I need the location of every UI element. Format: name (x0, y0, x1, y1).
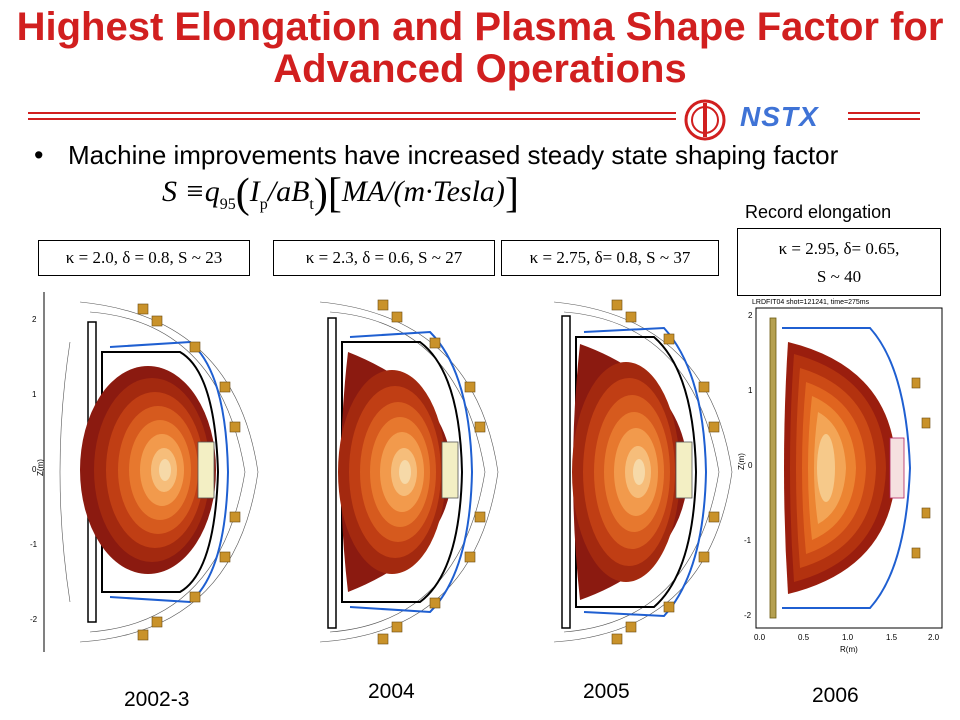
panel-1-label: κ = 2.0, δ = 0.8, S ~ 23 (38, 240, 250, 276)
z-tick-0: 0 (32, 465, 37, 474)
svg-text:1.5: 1.5 (886, 633, 898, 642)
title-rule-right-2 (848, 118, 920, 120)
svg-text:0.5: 0.5 (798, 633, 810, 642)
r-axis-label: R(m) (840, 645, 858, 654)
panel-4-label: κ = 2.95, δ= 0.65, S ~ 40 (737, 228, 941, 296)
plasma-contours (572, 344, 688, 600)
z-axis-ticks: 2 1 0 -1 -2 Z(m) (737, 311, 753, 620)
bullet-dot: • (34, 140, 44, 170)
svg-text:1.0: 1.0 (842, 633, 854, 642)
plasma-contours (338, 352, 452, 592)
svg-text:0: 0 (748, 461, 753, 470)
formula-lhs: S (162, 175, 177, 208)
slide-title: Highest Elongation and Plasma Shape Fact… (16, 5, 944, 91)
z-tick-1: 1 (32, 390, 37, 399)
formula-bt-sub: t (309, 196, 314, 213)
z-tick-neg1: -1 (30, 540, 38, 549)
r-axis-ticks: 0.0 0.5 1.0 1.5 2.0 R(m) (754, 633, 940, 654)
svg-text:0.0: 0.0 (754, 633, 766, 642)
plasma-contours (784, 342, 896, 594)
year-label-2002-3: 2002-3 (124, 688, 190, 711)
panel-4-label-line2: S ~ 40 (816, 267, 862, 286)
panel-3-label: κ = 2.75, δ= 0.8, S ~ 37 (501, 240, 719, 276)
coils (911, 377, 931, 559)
plot-header: LRDFIT04 shot=121241, time=275ms (752, 299, 870, 306)
year-label-2005: 2005 (583, 680, 630, 703)
antenna-structure (675, 441, 693, 499)
equilibrium-plot-2002: 2 1 0 -1 -2 Z(m) (30, 292, 259, 652)
svg-text:-2: -2 (744, 611, 752, 620)
title-rule-left-2 (28, 118, 676, 120)
coils (377, 299, 486, 645)
title-rule-right (848, 112, 920, 114)
formula-bracket-open: [ (327, 171, 342, 217)
svg-text:2.0: 2.0 (928, 633, 940, 642)
contour-lines (319, 301, 499, 643)
formula-q: q (204, 175, 220, 208)
svg-text:-1: -1 (744, 536, 752, 545)
equilibrium-plot-2004 (319, 299, 499, 645)
contour-lines (553, 301, 733, 643)
antenna-structure (889, 437, 905, 499)
shape-factor-formula: S ≡q95(Ip/aBt)[MA/(m·Tesla)] (162, 170, 519, 218)
antenna-structure (197, 441, 215, 499)
nstx-logo-text: NSTX (740, 101, 819, 132)
z-tick-neg2: -2 (30, 615, 38, 624)
contour-lines (59, 301, 259, 643)
vessel-wall (782, 327, 912, 609)
formula-equiv: ≡ (184, 175, 205, 208)
vessel-wall (327, 317, 474, 629)
formula-ip-sub: p (259, 196, 268, 213)
formula-paren-close: ) (313, 171, 328, 217)
title-rule-left (28, 112, 676, 114)
svg-text:1: 1 (748, 386, 753, 395)
formula-q-sub: 95 (219, 196, 236, 213)
year-label-2006: 2006 (812, 684, 859, 707)
bullet-text: Machine improvements have increased stea… (68, 140, 839, 170)
coils (611, 299, 720, 645)
record-elongation-label: Record elongation (745, 202, 892, 222)
vessel-wall (561, 315, 708, 629)
antenna-structure (441, 441, 459, 499)
z-axis-label: Z(m) (737, 453, 746, 470)
svg-text:2: 2 (748, 311, 753, 320)
formula-rest: /aB (267, 175, 310, 208)
formula-ip: I (249, 175, 260, 208)
formula-units: MA/(m·Tesla) (341, 175, 505, 208)
plot-frame (755, 307, 943, 629)
z-tick-2: 2 (32, 315, 37, 324)
plasma-contours (80, 366, 216, 574)
year-label-2004: 2004 (368, 680, 415, 703)
formula-paren-open: ( (235, 171, 250, 217)
equilibrium-plot-2006: LRDFIT04 shot=121241, time=275ms 2 1 0 -… (737, 299, 943, 654)
coils (137, 303, 241, 641)
equilibrium-plot-2005 (553, 299, 733, 645)
z-axis-label: Z(m) (36, 459, 45, 476)
nstx-logo-icon (684, 99, 726, 141)
formula-bracket-close: ] (504, 171, 519, 217)
panel-2-label: κ = 2.3, δ = 0.6, S ~ 27 (273, 240, 495, 276)
panel-4-label-line1: κ = 2.95, δ= 0.65, (778, 239, 900, 258)
center-stack (769, 317, 777, 619)
plot-frame: 2 1 0 -1 -2 Z(m) (30, 292, 45, 652)
